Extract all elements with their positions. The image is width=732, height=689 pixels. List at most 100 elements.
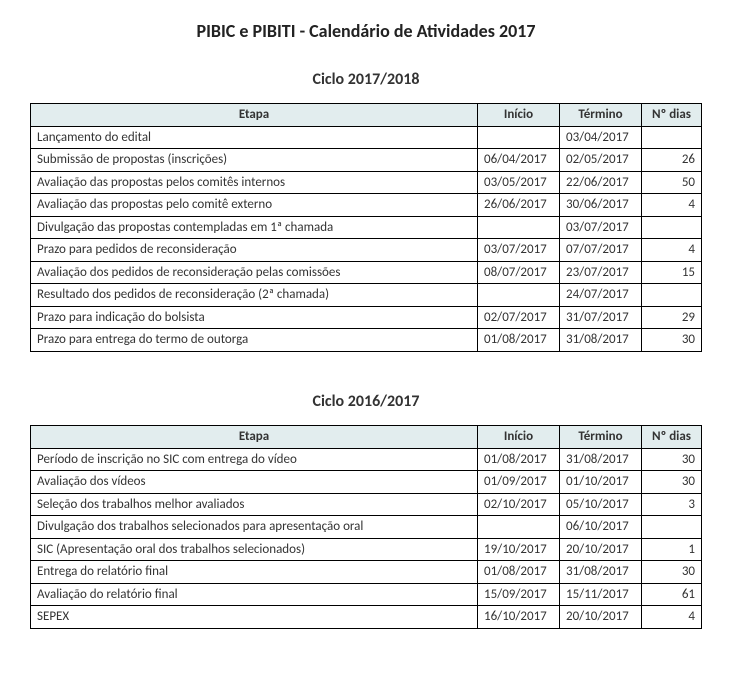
table-row: Avaliação do relatório final15/09/201715… bbox=[31, 583, 702, 606]
cell-inicio: 02/10/2017 bbox=[478, 493, 560, 516]
table-row: SEPEX16/10/201720/10/20174 bbox=[31, 606, 702, 629]
cell-termino: 24/07/2017 bbox=[560, 284, 642, 307]
cell-dias: 30 bbox=[642, 561, 702, 584]
cell-inicio: 01/09/2017 bbox=[478, 471, 560, 494]
cell-etapa: Entrega do relatório final bbox=[31, 561, 478, 584]
cell-termino: 20/10/2017 bbox=[560, 538, 642, 561]
cell-etapa: Avaliação do relatório final bbox=[31, 583, 478, 606]
cell-etapa: Avaliação dos pedidos de reconsideração … bbox=[31, 261, 478, 284]
cell-etapa: Avaliação das propostas pelos comitês in… bbox=[31, 171, 478, 194]
cell-dias: 29 bbox=[642, 306, 702, 329]
cell-termino: 05/10/2017 bbox=[560, 493, 642, 516]
col-header-termino: Término bbox=[560, 104, 642, 127]
cell-termino: 31/08/2017 bbox=[560, 448, 642, 471]
cell-dias bbox=[642, 126, 702, 149]
section: Ciclo 2017/2018 EtapaInícioTérminoNº dias… bbox=[30, 70, 702, 352]
cell-dias: 30 bbox=[642, 329, 702, 352]
calendar-table: EtapaInícioTérminoNº dias Período de insc… bbox=[30, 425, 702, 629]
table-row: Seleção dos trabalhos melhor avaliados02… bbox=[31, 493, 702, 516]
sections-container: Ciclo 2017/2018EtapaInícioTérminoNº dias… bbox=[30, 70, 702, 629]
table-row: Avaliação das propostas pelo comitê exte… bbox=[31, 194, 702, 217]
cell-termino: 23/07/2017 bbox=[560, 261, 642, 284]
cell-etapa: Lançamento do edital bbox=[31, 126, 478, 149]
cell-inicio: 26/06/2017 bbox=[478, 194, 560, 217]
cell-etapa: Prazo para pedidos de reconsideração bbox=[31, 239, 478, 262]
table-row: Período de inscrição no SIC com entrega … bbox=[31, 448, 702, 471]
cell-termino: 01/10/2017 bbox=[560, 471, 642, 494]
table-row: Avaliação dos pedidos de reconsideração … bbox=[31, 261, 702, 284]
table-row: Prazo para entrega do termo de outorga01… bbox=[31, 329, 702, 352]
cell-inicio bbox=[478, 284, 560, 307]
cell-etapa: Prazo para indicação do bolsista bbox=[31, 306, 478, 329]
cell-etapa: SIC (Apresentação oral dos trabalhos sel… bbox=[31, 538, 478, 561]
cell-dias bbox=[642, 216, 702, 239]
cell-termino: 15/11/2017 bbox=[560, 583, 642, 606]
cell-etapa: SEPEX bbox=[31, 606, 478, 629]
cell-inicio bbox=[478, 516, 560, 539]
cell-termino: 22/06/2017 bbox=[560, 171, 642, 194]
table-row: Lançamento do edital 03/04/2017 bbox=[31, 126, 702, 149]
cell-inicio: 01/08/2017 bbox=[478, 561, 560, 584]
cell-termino: 03/07/2017 bbox=[560, 216, 642, 239]
cell-dias: 3 bbox=[642, 493, 702, 516]
table-row: Prazo para pedidos de reconsideração03/0… bbox=[31, 239, 702, 262]
section-title: Ciclo 2016/2017 bbox=[30, 392, 702, 411]
cell-termino: 03/04/2017 bbox=[560, 126, 642, 149]
cell-inicio bbox=[478, 216, 560, 239]
cell-termino: 30/06/2017 bbox=[560, 194, 642, 217]
cell-inicio: 01/08/2017 bbox=[478, 329, 560, 352]
col-header-dias: Nº dias bbox=[642, 426, 702, 449]
table-row: Divulgação dos trabalhos selecionados pa… bbox=[31, 516, 702, 539]
cell-inicio: 19/10/2017 bbox=[478, 538, 560, 561]
cell-termino: 20/10/2017 bbox=[560, 606, 642, 629]
cell-inicio: 15/09/2017 bbox=[478, 583, 560, 606]
cell-dias: 15 bbox=[642, 261, 702, 284]
cell-dias: 30 bbox=[642, 448, 702, 471]
table-row: Prazo para indicação do bolsista02/07/20… bbox=[31, 306, 702, 329]
cell-etapa: Avaliação dos vídeos bbox=[31, 471, 478, 494]
col-header-inicio: Início bbox=[478, 104, 560, 127]
cell-dias: 4 bbox=[642, 606, 702, 629]
cell-termino: 31/08/2017 bbox=[560, 561, 642, 584]
table-row: Entrega do relatório final01/08/201731/0… bbox=[31, 561, 702, 584]
col-header-etapa: Etapa bbox=[31, 104, 478, 127]
cell-inicio: 02/07/2017 bbox=[478, 306, 560, 329]
table-row: SIC (Apresentação oral dos trabalhos sel… bbox=[31, 538, 702, 561]
cell-inicio: 16/10/2017 bbox=[478, 606, 560, 629]
cell-etapa: Avaliação das propostas pelo comitê exte… bbox=[31, 194, 478, 217]
cell-termino: 31/07/2017 bbox=[560, 306, 642, 329]
cell-etapa: Seleção dos trabalhos melhor avaliados bbox=[31, 493, 478, 516]
cell-dias: 4 bbox=[642, 239, 702, 262]
cell-etapa: Período de inscrição no SIC com entrega … bbox=[31, 448, 478, 471]
calendar-table: EtapaInícioTérminoNº diasLançamento do e… bbox=[30, 103, 702, 352]
cell-dias: 26 bbox=[642, 149, 702, 172]
cell-termino: 31/08/2017 bbox=[560, 329, 642, 352]
col-header-inicio: Início bbox=[478, 426, 560, 449]
cell-termino: 02/05/2017 bbox=[560, 149, 642, 172]
cell-dias: 1 bbox=[642, 538, 702, 561]
section: Ciclo 2016/2017 EtapaInícioTérminoNº dias… bbox=[30, 392, 702, 629]
page-title: PIBIC e PIBITI - Calendário de Atividade… bbox=[30, 20, 702, 42]
section-title: Ciclo 2017/2018 bbox=[30, 70, 702, 89]
table-row: Submissão de propostas (inscrições)06/04… bbox=[31, 149, 702, 172]
cell-dias: 50 bbox=[642, 171, 702, 194]
col-header-termino: Término bbox=[560, 426, 642, 449]
cell-etapa: Submissão de propostas (inscrições) bbox=[31, 149, 478, 172]
cell-dias: 61 bbox=[642, 583, 702, 606]
table-row: Divulgação das propostas contempladas em… bbox=[31, 216, 702, 239]
cell-dias: 30 bbox=[642, 471, 702, 494]
cell-inicio: 06/04/2017 bbox=[478, 149, 560, 172]
cell-dias bbox=[642, 284, 702, 307]
col-header-dias: Nº dias bbox=[642, 104, 702, 127]
cell-etapa: Resultado dos pedidos de reconsideração … bbox=[31, 284, 478, 307]
cell-termino: 07/07/2017 bbox=[560, 239, 642, 262]
cell-etapa: Divulgação dos trabalhos selecionados pa… bbox=[31, 516, 478, 539]
cell-inicio: 03/07/2017 bbox=[478, 239, 560, 262]
cell-inicio: 01/08/2017 bbox=[478, 448, 560, 471]
cell-inicio: 08/07/2017 bbox=[478, 261, 560, 284]
col-header-etapa: Etapa bbox=[31, 426, 478, 449]
cell-dias bbox=[642, 516, 702, 539]
cell-inicio: 03/05/2017 bbox=[478, 171, 560, 194]
table-row: Avaliação das propostas pelos comitês in… bbox=[31, 171, 702, 194]
cell-dias: 4 bbox=[642, 194, 702, 217]
